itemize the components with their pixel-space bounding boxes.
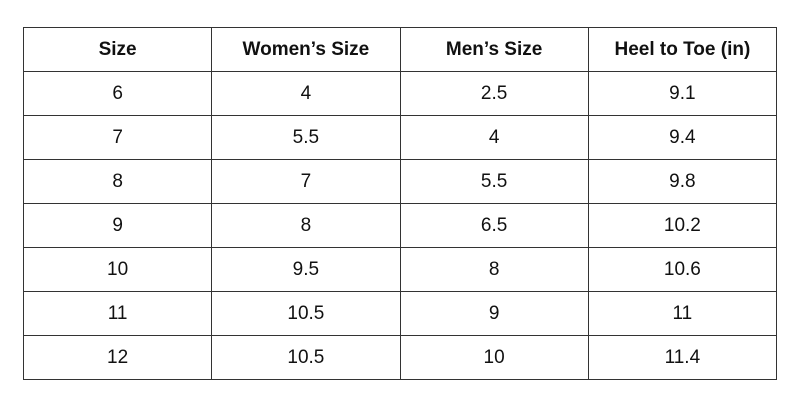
table-cell: 7 (22, 115, 213, 160)
table-cell: 11 (22, 291, 213, 336)
table-row: 6 4 2.5 9.1 (22, 71, 778, 116)
table-cell: 11 (587, 291, 778, 336)
table-cell: 8 (399, 247, 589, 292)
table-row: 7 5.5 4 9.4 (22, 115, 778, 160)
table-cell: 5.5 (399, 159, 589, 204)
table-row: 12 10.5 10 11.4 (22, 335, 778, 380)
table-cell: 9 (22, 203, 213, 248)
table-cell: 4 (211, 71, 401, 116)
table-cell: 6 (22, 71, 213, 116)
table-cell: 9.4 (587, 115, 778, 160)
table-cell: 5.5 (211, 115, 401, 160)
table-cell: 7 (211, 159, 401, 204)
table-cell: 9.8 (587, 159, 778, 204)
table-cell: 4 (399, 115, 589, 160)
table-cell: 9.1 (587, 71, 778, 116)
size-table: Size Women’s Size Men’s Size Heel to Toe (i… (22, 27, 778, 380)
table-cell: 10.6 (587, 247, 778, 292)
table-cell: 10 (22, 247, 213, 292)
header-cell: Women’s Size (211, 27, 401, 72)
table-cell: 9.5 (211, 247, 401, 292)
table-row: 11 10.5 9 11 (22, 291, 778, 336)
table-row: 8 7 5.5 9.8 (22, 159, 778, 204)
table-cell: 8 (211, 203, 401, 248)
table-cell: 11.4 (587, 335, 778, 380)
header-row: Size Women’s Size Men’s Size Heel to Toe (i… (22, 27, 778, 72)
table-row: 10 9.5 8 10.6 (22, 247, 778, 292)
header-cell: Size (22, 27, 213, 72)
table-cell: 6.5 (399, 203, 589, 248)
table-cell: 10 (399, 335, 589, 380)
table-cell: 8 (22, 159, 213, 204)
header-cell: Men’s Size (399, 27, 589, 72)
table-cell: 10.5 (211, 291, 401, 336)
table-cell: 2.5 (399, 71, 589, 116)
table-body: 6 4 2.5 9.1 7 5.5 4 9.4 8 7 5.5 9.8 9 8 6.5 10.2 10 9.5 8 1… (22, 71, 778, 380)
header-cell: Heel to Toe (in) (587, 27, 778, 72)
table-cell: 10.5 (211, 335, 401, 380)
table-row: 9 8 6.5 10.2 (22, 203, 778, 248)
table-cell: 12 (22, 335, 213, 380)
table-cell: 10.2 (587, 203, 778, 248)
table-cell: 9 (399, 291, 589, 336)
